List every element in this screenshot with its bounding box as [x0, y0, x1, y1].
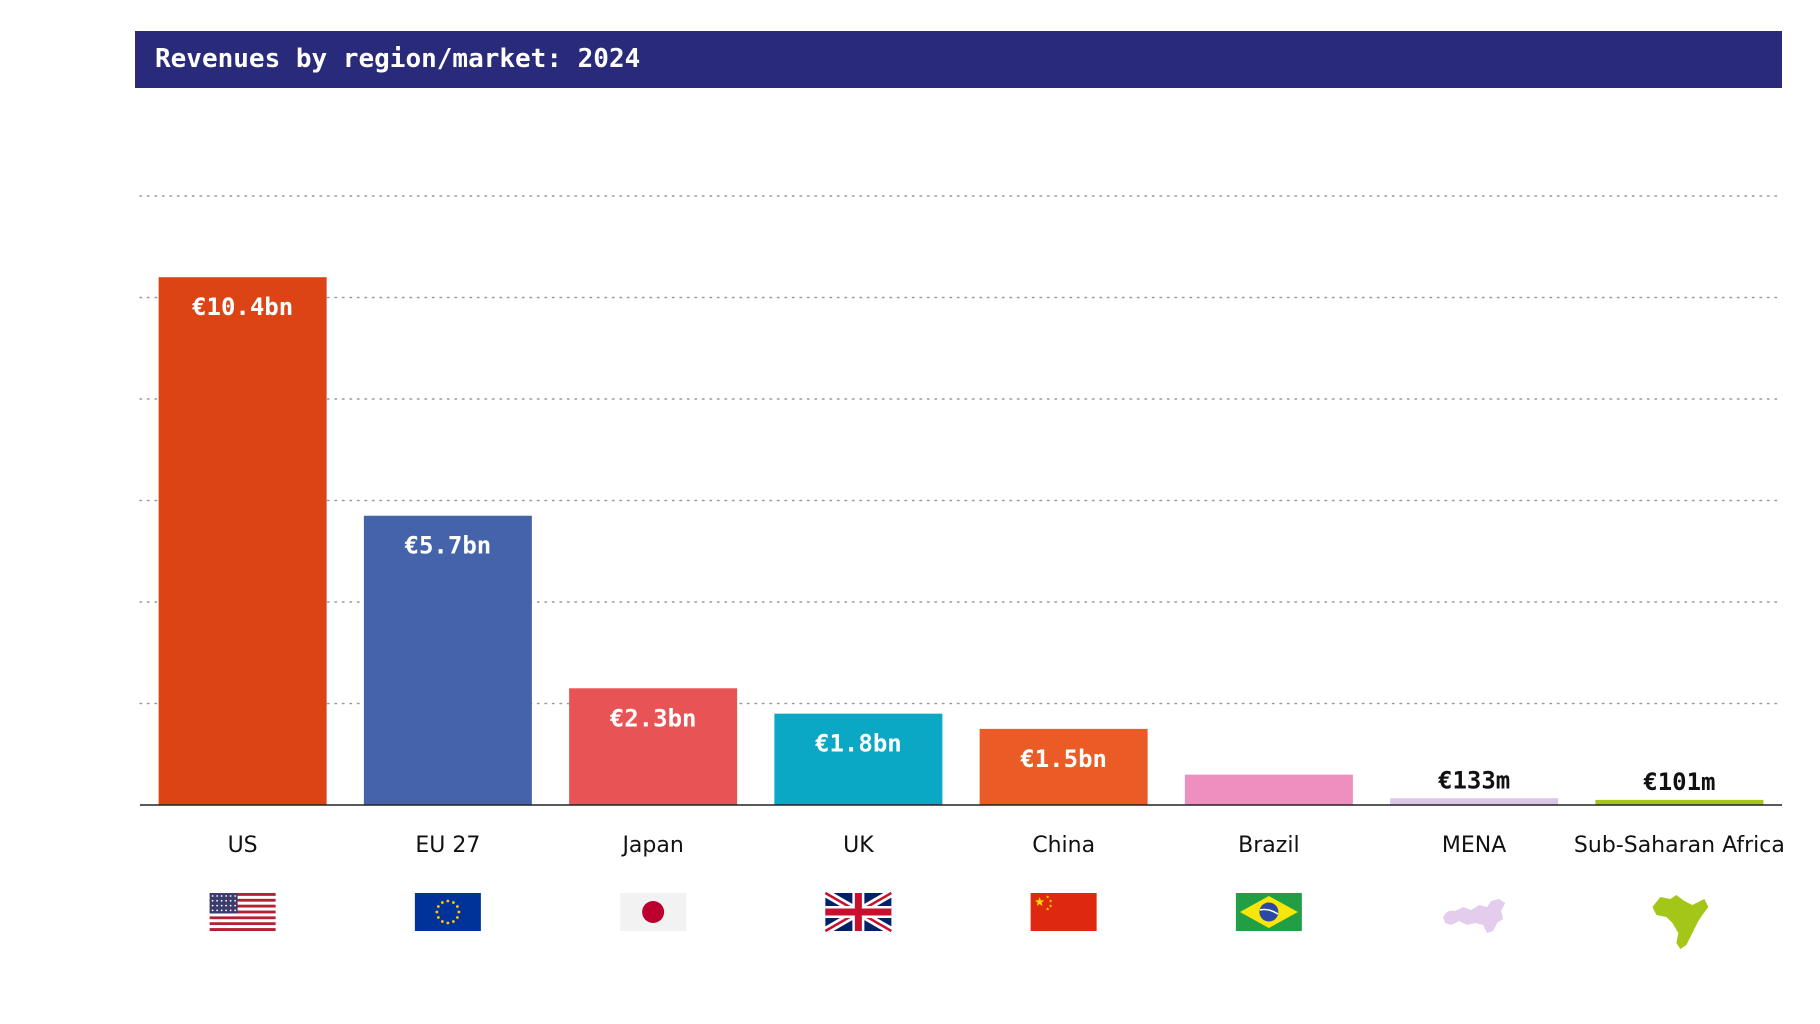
category-label: US — [228, 833, 258, 858]
mena-map-icon — [1443, 899, 1506, 933]
eu-flag-icon — [414, 893, 481, 931]
data-label: €101m — [1643, 768, 1715, 796]
category-label: Sub-Saharan Africa — [1574, 833, 1785, 858]
bar-sub-saharan-africa — [1595, 799, 1764, 805]
data-label: €2.3bn — [610, 704, 697, 732]
category-label: EU 27 — [415, 833, 480, 858]
bars: €10.4bn €5.7bn €2.3bn €1.8bn €1.5bn €598m €133… — [158, 277, 1764, 805]
bar-brazil — [1184, 774, 1353, 805]
bar-mena — [1390, 798, 1559, 805]
category-labels: US EU 27 Japan UK China Brazil MENA Sub-Saharan… — [228, 833, 1785, 858]
category-icons — [209, 889, 1709, 949]
bar-japan — [569, 688, 738, 805]
chart-title-bar: Revenues by region/market: 2024 — [135, 31, 1782, 88]
china-flag-icon — [1030, 893, 1097, 931]
data-label: €1.5bn — [1020, 745, 1107, 773]
bar-eu-27 — [363, 515, 532, 805]
category-label: UK — [843, 833, 874, 858]
category-label: MENA — [1442, 833, 1506, 858]
data-label: €1.8bn — [815, 730, 902, 758]
category-label: Brazil — [1238, 833, 1299, 858]
chart-title: Revenues by region/market: 2024 — [155, 44, 641, 74]
data-label: €598m — [1233, 743, 1305, 771]
data-label: €10.4bn — [192, 293, 293, 321]
data-label: €133m — [1438, 766, 1510, 794]
uk-flag-icon — [823, 889, 894, 935]
bar-uk — [774, 713, 943, 805]
bar-us — [158, 277, 327, 805]
category-label: Japan — [620, 833, 683, 858]
bar-china — [979, 728, 1148, 805]
japan-flag-icon — [620, 893, 687, 931]
category-label: China — [1032, 833, 1095, 858]
us-flag-icon — [209, 893, 276, 931]
sub-saharan-africa-map-icon — [1652, 895, 1709, 949]
data-label: €5.7bn — [405, 532, 492, 560]
brazil-flag-icon — [1235, 893, 1302, 931]
